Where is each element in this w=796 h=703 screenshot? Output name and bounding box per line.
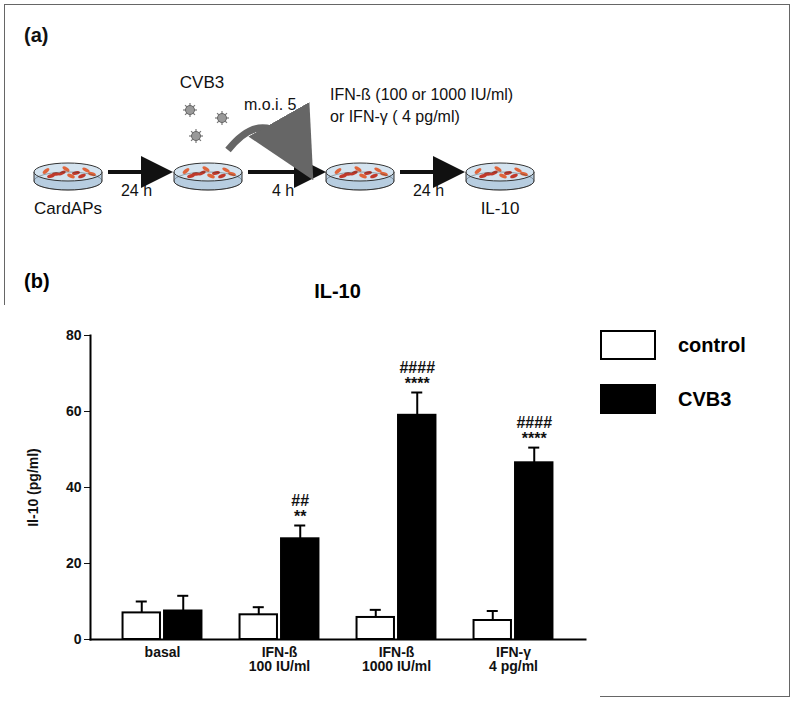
svg-text:IL-10: IL-10 — [481, 199, 520, 218]
svg-text:CardAPs: CardAPs — [34, 199, 102, 218]
svg-text:20: 20 — [66, 555, 82, 571]
svg-text:m.o.i. 5: m.o.i. 5 — [244, 96, 297, 113]
svg-text:24 h: 24 h — [413, 182, 444, 199]
svg-text:##**: ##** — [291, 492, 309, 524]
svg-text:IFN-ß (100 or 1000 IU/ml): IFN-ß (100 or 1000 IU/ml) — [330, 86, 513, 103]
svg-text:####****: ####**** — [399, 359, 435, 391]
svg-text:IFN-γ4 pg/ml: IFN-γ4 pg/ml — [489, 644, 538, 674]
svg-text:40: 40 — [66, 479, 82, 495]
svg-text:IFN-ß100 IU/ml: IFN-ß100 IU/ml — [249, 644, 310, 674]
html-text:IL-10: IL-10 — [314, 280, 361, 302]
svg-text:or IFN-γ ( 4 pg/ml): or IFN-γ ( 4 pg/ml) — [330, 108, 460, 125]
svg-text:24 h: 24 h — [121, 182, 152, 199]
svg-text:basal: basal — [145, 644, 181, 660]
html-text:CVB3: CVB3 — [678, 387, 732, 410]
svg-text:80: 80 — [66, 327, 82, 343]
svg-text:####****: ####**** — [516, 414, 552, 446]
svg-text:CVB3: CVB3 — [180, 73, 224, 92]
svg-text:60: 60 — [66, 403, 82, 419]
svg-text:4 h: 4 h — [272, 182, 294, 199]
html-text:(b): (b) — [24, 270, 50, 292]
svg-text:IFN-ß1000 IU/ml: IFN-ß1000 IU/ml — [362, 644, 431, 674]
html-text:control: control — [678, 333, 746, 356]
svg-text:0: 0 — [74, 631, 82, 647]
svg-text:(a): (a) — [24, 24, 48, 46]
svg-text:Il-10 (pg/ml): Il-10 (pg/ml) — [25, 448, 41, 527]
